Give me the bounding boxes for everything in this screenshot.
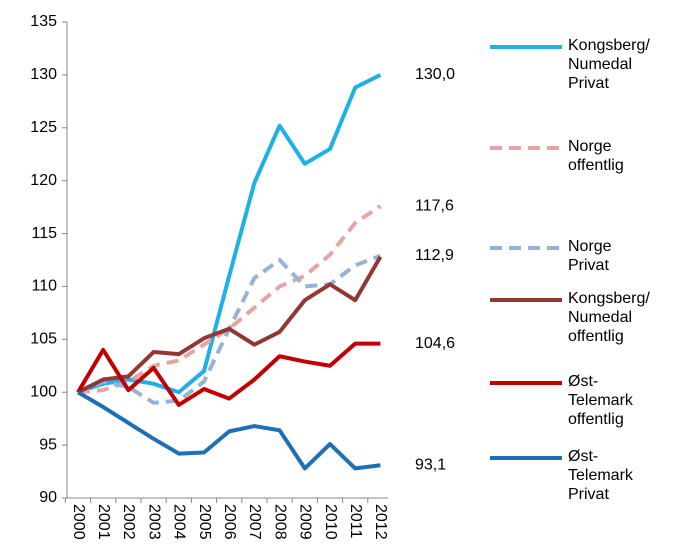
x-tick-label: 2001 xyxy=(95,504,112,540)
y-tick-label: 130 xyxy=(30,66,57,83)
x-tick-label: 2002 xyxy=(120,504,137,540)
legend-label: Øst- Telemark offentlig xyxy=(568,373,633,428)
y-tick-label: 120 xyxy=(30,172,57,189)
legend-label: Kongsberg/ Numedal offentlig xyxy=(568,290,650,345)
end-label: 130,0 xyxy=(415,66,455,83)
y-tick-label: 105 xyxy=(30,331,57,348)
end-label: 117,6 xyxy=(415,197,454,214)
x-tick-label: 2010 xyxy=(322,504,339,540)
x-tick-label: 2004 xyxy=(171,504,188,540)
x-tick-label: 2000 xyxy=(70,504,87,540)
y-tick-label: 135 xyxy=(30,13,57,30)
x-tick-label: 2012 xyxy=(372,504,389,540)
legend-label: Norge Privat xyxy=(568,238,612,274)
x-tick-label: 2011 xyxy=(347,504,364,539)
end-label: 93,1 xyxy=(415,456,446,473)
y-tick-label: 110 xyxy=(31,278,57,295)
series-line xyxy=(76,390,381,471)
legend-label: Kongsberg/ Numedal Privat xyxy=(568,37,650,92)
x-tick-label: 2008 xyxy=(271,504,288,540)
end-label: 104,6 xyxy=(415,335,455,352)
y-tick-label: 90 xyxy=(39,489,57,506)
series-line xyxy=(77,73,382,395)
series-line xyxy=(76,341,381,407)
x-tick-label: 2003 xyxy=(145,504,162,540)
y-tick-label: 125 xyxy=(30,119,57,136)
x-tick-label: 2009 xyxy=(297,504,314,540)
x-tick-label: 2006 xyxy=(221,504,238,540)
series-line xyxy=(77,255,383,395)
x-tick-label: 2007 xyxy=(246,504,263,540)
series-line xyxy=(77,204,382,395)
y-tick-label: 115 xyxy=(31,225,57,242)
legend-label: Norge offentlig xyxy=(568,138,624,174)
x-tick-label: 2005 xyxy=(196,504,213,540)
y-tick-label: 95 xyxy=(39,436,57,453)
y-tick-label: 100 xyxy=(30,383,57,400)
legend-label: Øst- Telemark Privat xyxy=(568,448,633,503)
end-label: 112,9 xyxy=(415,247,454,264)
